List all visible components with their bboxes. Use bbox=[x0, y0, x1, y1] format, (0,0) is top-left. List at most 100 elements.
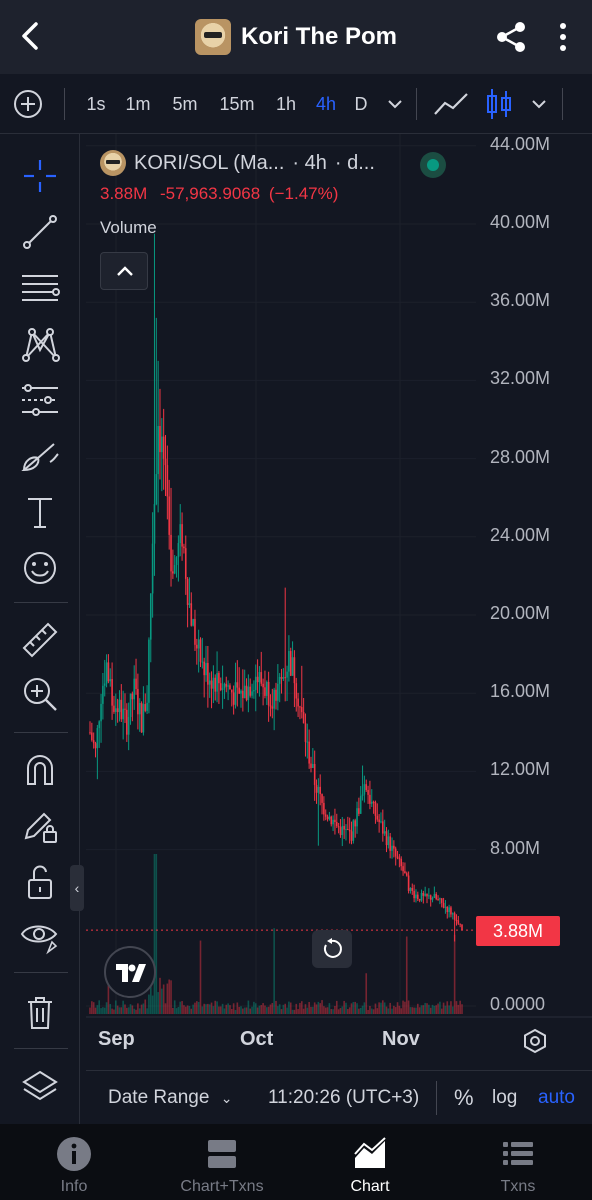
interval-1d[interactable]: D bbox=[354, 94, 368, 114]
tradingview-logo[interactable] bbox=[104, 946, 156, 998]
volume-bar bbox=[249, 1008, 252, 1014]
magnet-tool[interactable] bbox=[18, 748, 62, 792]
remove-drawings-tool[interactable] bbox=[18, 990, 62, 1034]
volume-bar bbox=[94, 1007, 97, 1014]
volume-bar bbox=[153, 854, 156, 1014]
auto-scale-toggle[interactable]: auto bbox=[538, 1087, 575, 1108]
legend-exchange: · d... bbox=[334, 151, 375, 174]
volume-bar bbox=[374, 1003, 377, 1014]
nav-tab-chart[interactable]: Chart bbox=[296, 1124, 444, 1200]
candle-body bbox=[440, 898, 443, 903]
interval-4h[interactable]: 4h bbox=[315, 94, 337, 114]
collapse-toolbar-button[interactable]: ‹ bbox=[70, 865, 84, 911]
volume-bar bbox=[91, 1001, 93, 1014]
interval-15m[interactable]: 15m bbox=[219, 94, 255, 114]
line-chart-icon[interactable] bbox=[432, 88, 470, 120]
crosshair-tool[interactable] bbox=[18, 154, 62, 198]
emoji-tool[interactable] bbox=[18, 546, 62, 590]
volume-bar bbox=[131, 1005, 134, 1014]
candle-body bbox=[385, 831, 388, 846]
volume-bar bbox=[358, 1008, 360, 1014]
candle-body bbox=[196, 644, 198, 649]
text-tool[interactable] bbox=[18, 490, 62, 534]
candle-body bbox=[148, 639, 150, 703]
candle-body bbox=[114, 708, 117, 712]
chart-settings-icon[interactable] bbox=[520, 1026, 550, 1056]
smiley-icon bbox=[24, 552, 56, 584]
candle-body bbox=[354, 820, 356, 827]
volume-bar bbox=[265, 1007, 268, 1014]
candle-body bbox=[170, 534, 172, 572]
volume-bar bbox=[89, 1007, 91, 1014]
date-range-button[interactable]: Date Range ⌄ bbox=[108, 1071, 232, 1125]
back-arrow-icon[interactable] bbox=[14, 18, 50, 54]
object-tree-tool[interactable] bbox=[18, 1064, 62, 1108]
volume-bar bbox=[247, 1000, 250, 1014]
volume-bar bbox=[164, 1003, 167, 1014]
volume-bar bbox=[383, 1002, 386, 1014]
price-chart[interactable] bbox=[86, 134, 592, 1070]
candle-body bbox=[339, 827, 342, 836]
nav-tab-chart-txns[interactable]: Chart+Txns bbox=[148, 1124, 296, 1200]
reset-chart-button[interactable] bbox=[312, 930, 352, 968]
trend-line-tool[interactable] bbox=[18, 210, 62, 254]
candle-body bbox=[308, 741, 310, 764]
candle-body bbox=[334, 819, 336, 823]
price-axis-label: 36.00M bbox=[490, 290, 551, 311]
candle-body bbox=[234, 682, 237, 705]
chart-type-dropdown-icon[interactable] bbox=[530, 96, 548, 112]
percent-scale-toggle[interactable]: % bbox=[454, 1085, 474, 1110]
candle-body bbox=[122, 708, 124, 720]
pattern-tool[interactable] bbox=[18, 322, 62, 366]
volume-bar bbox=[256, 1007, 259, 1014]
collapse-legend-button[interactable] bbox=[100, 252, 148, 290]
brush-tool[interactable] bbox=[18, 434, 62, 478]
fib-retracement-tool[interactable] bbox=[18, 266, 62, 310]
interval-dropdown-icon[interactable] bbox=[386, 96, 404, 112]
candle-body bbox=[96, 728, 99, 749]
nav-tab-info[interactable]: Info bbox=[0, 1124, 148, 1200]
hide-drawings-tool[interactable] bbox=[18, 914, 62, 958]
measure-tool[interactable] bbox=[18, 618, 62, 662]
share-icon[interactable] bbox=[494, 20, 528, 54]
candle-body bbox=[214, 677, 217, 692]
more-vertical-icon[interactable] bbox=[550, 20, 576, 54]
volume-bar bbox=[394, 1007, 397, 1014]
candle-body bbox=[424, 893, 426, 896]
volume-bar bbox=[439, 1001, 441, 1014]
volume-bar bbox=[114, 1000, 117, 1014]
clock-display[interactable]: 11:20:26 (UTC+3) bbox=[268, 1087, 420, 1108]
candle-body bbox=[245, 685, 248, 701]
candle-body bbox=[105, 662, 108, 684]
candle-body bbox=[347, 829, 349, 831]
candle-body bbox=[288, 651, 290, 672]
lock-all-tool[interactable] bbox=[18, 860, 62, 904]
volume-label[interactable]: Volume bbox=[100, 218, 157, 237]
market-status-icon[interactable] bbox=[420, 152, 446, 178]
candles-chart-icon[interactable] bbox=[484, 86, 514, 122]
volume-bar bbox=[151, 995, 154, 1014]
candle-body bbox=[429, 895, 432, 900]
interval-1h[interactable]: 1h bbox=[275, 94, 297, 114]
volume-bar bbox=[354, 1001, 356, 1014]
candle-body bbox=[162, 436, 165, 459]
volume-bar bbox=[111, 1008, 113, 1014]
add-symbol-icon[interactable] bbox=[12, 88, 44, 120]
candle-body bbox=[242, 690, 244, 699]
interval-5m[interactable]: 5m bbox=[172, 94, 198, 114]
log-scale-toggle[interactable]: log bbox=[492, 1087, 518, 1108]
nav-tab-txns[interactable]: Txns bbox=[444, 1124, 592, 1200]
chart-toolbar: 1s 1m 5m 15m 1h 4h D bbox=[0, 74, 592, 134]
lock-drawings-tool[interactable] bbox=[18, 804, 62, 848]
chart-canvas[interactable] bbox=[86, 134, 592, 1070]
forecast-tool[interactable] bbox=[18, 378, 62, 422]
zoom-tool[interactable] bbox=[18, 672, 62, 716]
volume-bar bbox=[407, 1000, 410, 1014]
candle-body bbox=[98, 721, 101, 729]
candle-body bbox=[439, 898, 441, 900]
volume-bar bbox=[315, 1004, 318, 1014]
interval-1s[interactable]: 1s bbox=[86, 94, 106, 114]
candle-body bbox=[420, 892, 423, 901]
symbol-name[interactable]: KORI/SOL (Ma... bbox=[134, 151, 285, 174]
interval-1m[interactable]: 1m bbox=[125, 94, 151, 114]
